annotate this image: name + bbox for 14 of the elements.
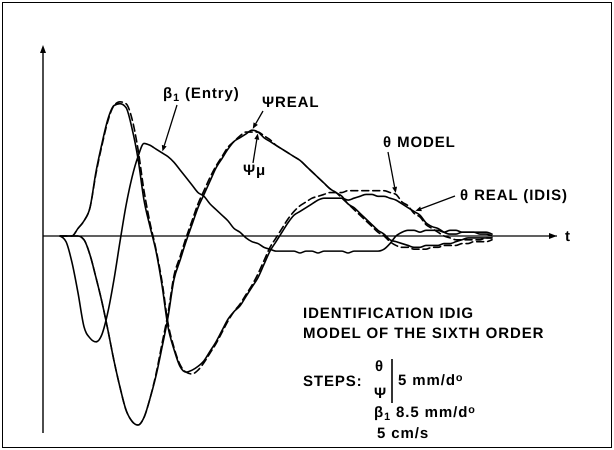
series-label: ΨREAL [262,94,320,111]
text: θ MODEL [383,134,456,151]
legend-label: θ REAL (IDIS) [460,187,568,204]
annotation: 5 mm/d$^{o}$ [398,372,464,389]
text: β$_{1}$ (Entry) [163,85,240,104]
series-label: Ψμ [243,162,266,179]
annotation: 5 cm/s [377,425,430,442]
annotation: STEPS: [303,373,363,390]
annotation: MODEL OF THE SIXTH ORDER [303,325,544,342]
annotation: IDENTIFICATION IDIG [303,305,474,322]
annotation: β$_{1}$ 8.5 mm/d$^{o}$ [374,404,476,423]
x-axis-title: t [565,228,570,245]
annotation: Ψ [374,385,388,402]
annotation: θ [375,358,384,375]
